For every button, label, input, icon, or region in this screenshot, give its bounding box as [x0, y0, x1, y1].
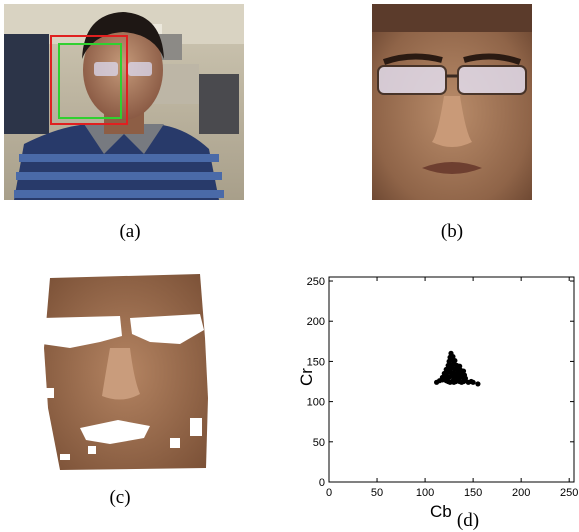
photo-b	[372, 4, 532, 200]
caption-d: (d)	[456, 510, 480, 531]
caption-b: (b)	[440, 221, 464, 242]
y-tick-label: 200	[307, 316, 325, 328]
y-tick-label: 100	[307, 397, 325, 409]
caption-c: (c)	[109, 487, 131, 508]
y-axis-label: Cr	[297, 368, 316, 386]
scatter-point	[452, 358, 458, 364]
panel-c	[40, 268, 210, 471]
x-tick-label: 100	[416, 487, 434, 499]
skin-region-box	[58, 43, 122, 119]
x-tick-label: 250	[560, 487, 578, 499]
scatter-point	[448, 350, 454, 356]
scatter-point	[475, 381, 481, 387]
x-axis-label: Cb	[430, 502, 452, 521]
panel-a	[4, 4, 244, 200]
scatter-point	[457, 363, 463, 369]
y-tick-label: 250	[307, 276, 325, 288]
y-tick-label: 50	[313, 437, 325, 449]
photo-a	[4, 4, 244, 200]
y-tick-label: 150	[307, 356, 325, 368]
face-detection-box	[50, 35, 128, 125]
scatter-point	[461, 372, 468, 378]
scatter-point	[460, 368, 467, 374]
caption-a: (a)	[119, 221, 141, 242]
photo-c	[42, 274, 208, 470]
x-tick-label: 150	[464, 487, 482, 499]
scatter-point	[470, 379, 476, 385]
scatter-plot: 0 50 100 150 200 250 0 50 100 150 200 250 Cb Cr	[297, 276, 578, 521]
x-tick-label: 0	[326, 487, 332, 499]
y-tick-label: 0	[319, 477, 325, 489]
panel-d: 0 50 100 150 200 250 0 50 100 150 200 250 Cb Cr	[296, 264, 579, 531]
x-tick-label: 50	[371, 487, 383, 499]
panel-b	[372, 4, 532, 200]
x-tick-label: 200	[512, 487, 530, 499]
